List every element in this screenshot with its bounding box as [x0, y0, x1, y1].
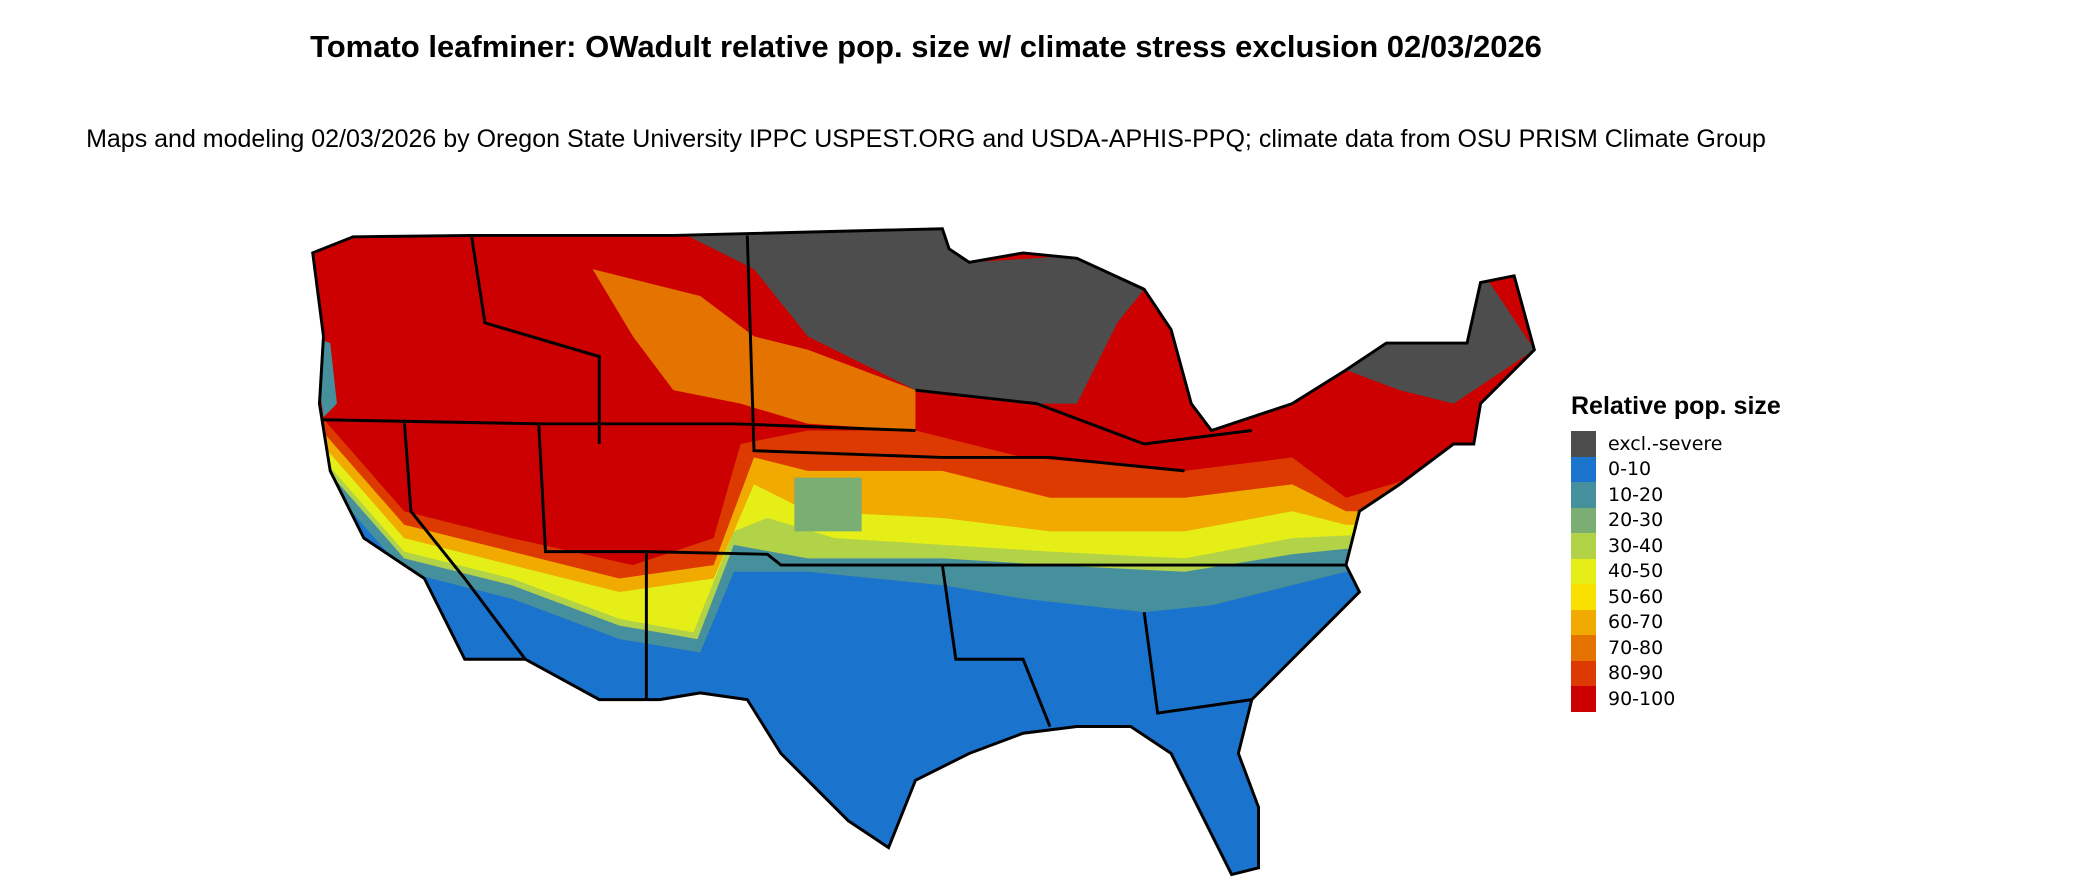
region-20-30-kansas — [794, 477, 862, 532]
map-fill — [312, 228, 1535, 875]
legend-label: 90-100 — [1608, 687, 1676, 710]
legend-label: 60-70 — [1608, 611, 1664, 634]
legend-label: 0-10 — [1608, 458, 1652, 481]
legend-swatch — [1571, 635, 1596, 661]
map-title: Tomato leafminer: OWadult relative pop. … — [310, 29, 1542, 64]
legend-swatch — [1571, 558, 1596, 584]
legend-item: 80-90 — [1571, 660, 1781, 686]
legend-swatch — [1571, 456, 1596, 482]
legend-swatch — [1571, 609, 1596, 635]
legend-swatch — [1571, 686, 1596, 712]
legend-label: 20-30 — [1608, 509, 1664, 532]
map-subtitle: Maps and modeling 02/03/2026 by Oregon S… — [86, 125, 1766, 153]
legend-label: excl.-severe — [1608, 432, 1723, 455]
legend-swatch — [1571, 482, 1596, 508]
legend-item: 70-80 — [1571, 635, 1781, 661]
legend-label: 50-60 — [1608, 585, 1664, 608]
region-70-80-plains — [592, 269, 916, 431]
legend-item: 30-40 — [1571, 533, 1781, 559]
legend-item: 60-70 — [1571, 609, 1781, 635]
border-line — [323, 418, 916, 433]
border-line — [745, 235, 1185, 473]
border-line — [470, 235, 601, 444]
state-borders — [311, 227, 1536, 876]
border-line — [402, 419, 527, 661]
border-line — [940, 564, 1052, 728]
region-excl-severe-north — [673, 228, 1145, 404]
legend-label: 80-90 — [1608, 662, 1664, 685]
legend-label: 10-20 — [1608, 483, 1664, 506]
legend-item: 90-100 — [1571, 686, 1781, 712]
legend-label: 40-50 — [1608, 560, 1664, 583]
border-line — [646, 550, 1346, 567]
border-line — [915, 388, 1252, 446]
legend-swatch — [1571, 660, 1596, 686]
legend-item: 0-10 — [1571, 456, 1781, 482]
legend-label: 30-40 — [1608, 534, 1664, 557]
legend-swatch — [1571, 507, 1596, 533]
legend-item: 40-50 — [1571, 558, 1781, 584]
legend-label: 70-80 — [1608, 636, 1664, 659]
legend-item: 20-30 — [1571, 507, 1781, 533]
legend-swatch — [1571, 584, 1596, 610]
legend-swatch — [1571, 533, 1596, 559]
border-line — [537, 423, 648, 700]
legend-item: 10-20 — [1571, 482, 1781, 508]
legend-swatch — [1571, 431, 1596, 457]
legend-item: 50-60 — [1571, 584, 1781, 610]
legend-title: Relative pop. size — [1571, 392, 1781, 420]
legend: Relative pop. size excl.-severe 0-10 10-20… — [1571, 392, 1781, 712]
border-line — [1142, 611, 1253, 715]
legend-item: excl.-severe — [1571, 431, 1781, 457]
